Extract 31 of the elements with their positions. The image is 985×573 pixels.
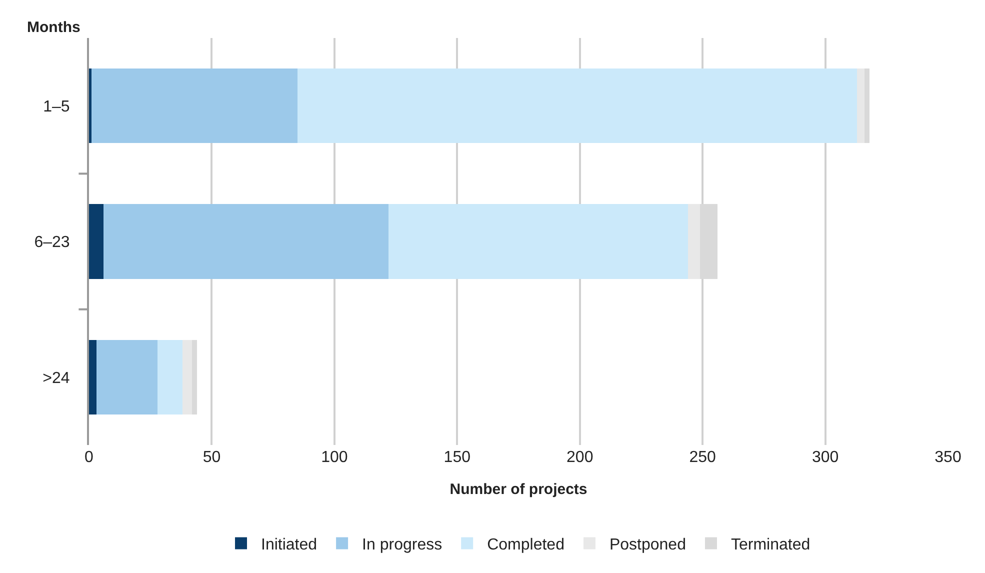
bar <box>91 68 298 144</box>
bar <box>864 68 870 144</box>
x-tick-label: 300 <box>812 449 839 466</box>
y-tick-label: 6–23 <box>34 234 70 252</box>
x-tick-label: 350 <box>934 449 962 466</box>
bar <box>96 340 158 414</box>
bar <box>298 68 858 144</box>
legend-label: Postponed <box>609 536 686 554</box>
bar <box>182 340 192 414</box>
bar <box>192 340 197 414</box>
x-tick-label: 0 <box>84 449 94 466</box>
legend-label: Terminated <box>730 536 810 554</box>
bar <box>688 204 700 279</box>
legend-label: In progress <box>362 536 442 554</box>
x-axis-title: Number of projects <box>450 481 588 498</box>
x-tick-label: 100 <box>321 449 348 466</box>
x-tick-label: 200 <box>566 449 594 466</box>
x-tick-label: 50 <box>202 449 221 466</box>
bar <box>89 204 104 279</box>
y-axis-title: Months <box>27 19 80 36</box>
x-tick-label: 150 <box>444 449 471 466</box>
legend-label: Initiated <box>261 536 318 554</box>
bar <box>388 204 688 279</box>
x-tick-label: 250 <box>689 449 716 466</box>
bar <box>857 68 865 144</box>
bar <box>104 204 388 279</box>
y-tick-label: >24 <box>42 370 70 387</box>
y-tick-label: 1–5 <box>43 98 70 116</box>
legend-label: Completed <box>487 536 564 554</box>
bar <box>89 340 96 414</box>
bar <box>158 340 182 414</box>
